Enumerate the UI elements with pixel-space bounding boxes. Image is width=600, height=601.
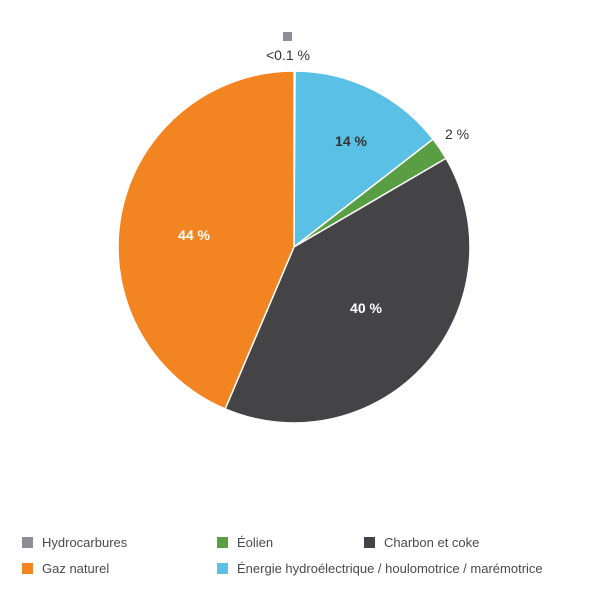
label-charbon: 40 % — [350, 300, 382, 316]
hydrocarbures-marker — [283, 32, 292, 41]
pie-slice[interactable] — [224, 157, 471, 424]
label-gaz: 44 % — [178, 227, 210, 243]
pie-slice[interactable] — [117, 70, 295, 410]
label-eolien: 2 % — [444, 126, 470, 142]
pie-slice[interactable] — [293, 70, 434, 248]
label-hydroelectrique: 14 % — [335, 133, 367, 149]
label-hydrocarbures: <0.1 % — [266, 47, 310, 63]
